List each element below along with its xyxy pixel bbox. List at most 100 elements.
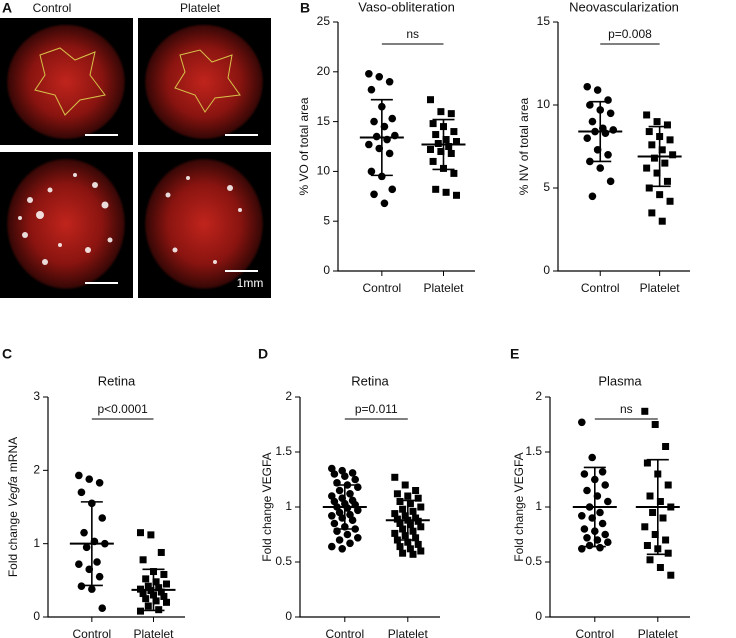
data-point: [666, 136, 674, 144]
data-point: [661, 159, 669, 167]
data-point: [328, 512, 336, 520]
data-point: [649, 509, 657, 516]
data-point: [596, 164, 605, 172]
data-point: [98, 604, 107, 612]
data-point: [417, 523, 425, 531]
annotation: ns: [406, 27, 419, 41]
data-point: [596, 543, 604, 552]
data-point: [414, 494, 422, 502]
scale-label: 1mm: [237, 276, 264, 290]
data-point: [348, 516, 357, 524]
data-point: [578, 545, 586, 553]
y-axis-label: Fold change Vegfa mRNA: [6, 437, 20, 577]
data-point: [330, 519, 339, 528]
data-point: [391, 473, 399, 481]
data-point: [88, 585, 96, 593]
data-point: [343, 530, 352, 539]
data-point: [354, 534, 362, 542]
data-point: [656, 191, 664, 199]
data-point: [445, 143, 453, 150]
data-point: [346, 539, 354, 548]
data-point: [157, 588, 165, 596]
data-point: [354, 483, 362, 492]
y-axis-label: Fold change VEGFA: [260, 452, 274, 561]
data-point: [606, 109, 615, 118]
data-point: [656, 498, 664, 505]
data-point: [409, 507, 417, 515]
data-point: [414, 540, 422, 548]
data-point: [648, 209, 656, 217]
data-point: [604, 538, 612, 546]
sd-bar: [142, 568, 165, 612]
data-point: [136, 607, 144, 615]
y-tick-label: 20: [317, 64, 331, 78]
data-point: [142, 595, 150, 603]
data-point: [664, 549, 672, 557]
y-axis-label: % NV of total area: [517, 97, 531, 195]
data-point: [365, 69, 373, 78]
data-point: [450, 128, 458, 136]
image-panel: A Control Platelet: [0, 0, 271, 298]
data-point: [583, 486, 591, 495]
data-point: [406, 545, 414, 553]
annotation: ns: [620, 402, 633, 416]
y-tick-label: 1: [285, 499, 292, 513]
data-point: [93, 558, 101, 566]
data-point: [409, 527, 417, 535]
panel-letter: B: [300, 0, 310, 16]
x-tick-label: Platelet: [423, 281, 464, 295]
data-point: [583, 82, 592, 91]
data-point: [646, 556, 654, 564]
axis: [557, 22, 690, 272]
data-point: [653, 169, 661, 177]
data-point: [643, 164, 651, 172]
data-point: [580, 470, 589, 478]
x-tick-label: Platelet: [133, 627, 174, 638]
y-tick-label: 0.5: [275, 554, 292, 568]
data-point: [588, 453, 596, 462]
data-point: [401, 512, 409, 520]
data-point: [437, 147, 445, 155]
data-point: [77, 488, 86, 497]
sd-bar: [646, 458, 669, 556]
y-tick-label: 10: [537, 97, 551, 111]
data-point: [144, 602, 152, 610]
micrograph: [0, 18, 133, 145]
column-label: Platelet: [180, 1, 221, 15]
data-point: [396, 520, 404, 527]
y-tick-label: 1: [535, 499, 542, 513]
data-point: [399, 525, 407, 533]
data-point: [354, 506, 362, 515]
chart-title: Retina: [351, 373, 389, 388]
data-point: [162, 580, 170, 588]
data-point: [85, 475, 94, 483]
data-point: [80, 528, 88, 537]
data-point: [664, 481, 672, 489]
micrograph: [138, 18, 271, 145]
x-tick-label: Control: [72, 627, 111, 638]
data-point: [370, 117, 378, 126]
data-point: [391, 510, 399, 518]
data-point: [95, 572, 104, 581]
data-point: [662, 443, 670, 450]
micrograph: 1mm: [138, 152, 271, 298]
data-point: [370, 190, 378, 199]
y-tick-label: 1.5: [525, 444, 542, 458]
data-point: [429, 157, 437, 165]
sd-bar: [333, 484, 356, 530]
data-point: [404, 538, 412, 546]
data-point: [601, 530, 609, 539]
data-point: [426, 96, 434, 104]
data-point: [367, 85, 376, 94]
data-point: [604, 151, 612, 159]
x-tick-label: Platelet: [640, 281, 681, 295]
data-point: [442, 136, 450, 144]
data-point: [157, 548, 165, 556]
data-point: [351, 475, 360, 484]
sd-bar: [396, 499, 419, 541]
data-point: [412, 534, 420, 542]
data-point: [155, 584, 163, 592]
chart-title: Plasma: [598, 373, 642, 388]
data-point: [604, 497, 612, 506]
data-point: [650, 154, 658, 162]
